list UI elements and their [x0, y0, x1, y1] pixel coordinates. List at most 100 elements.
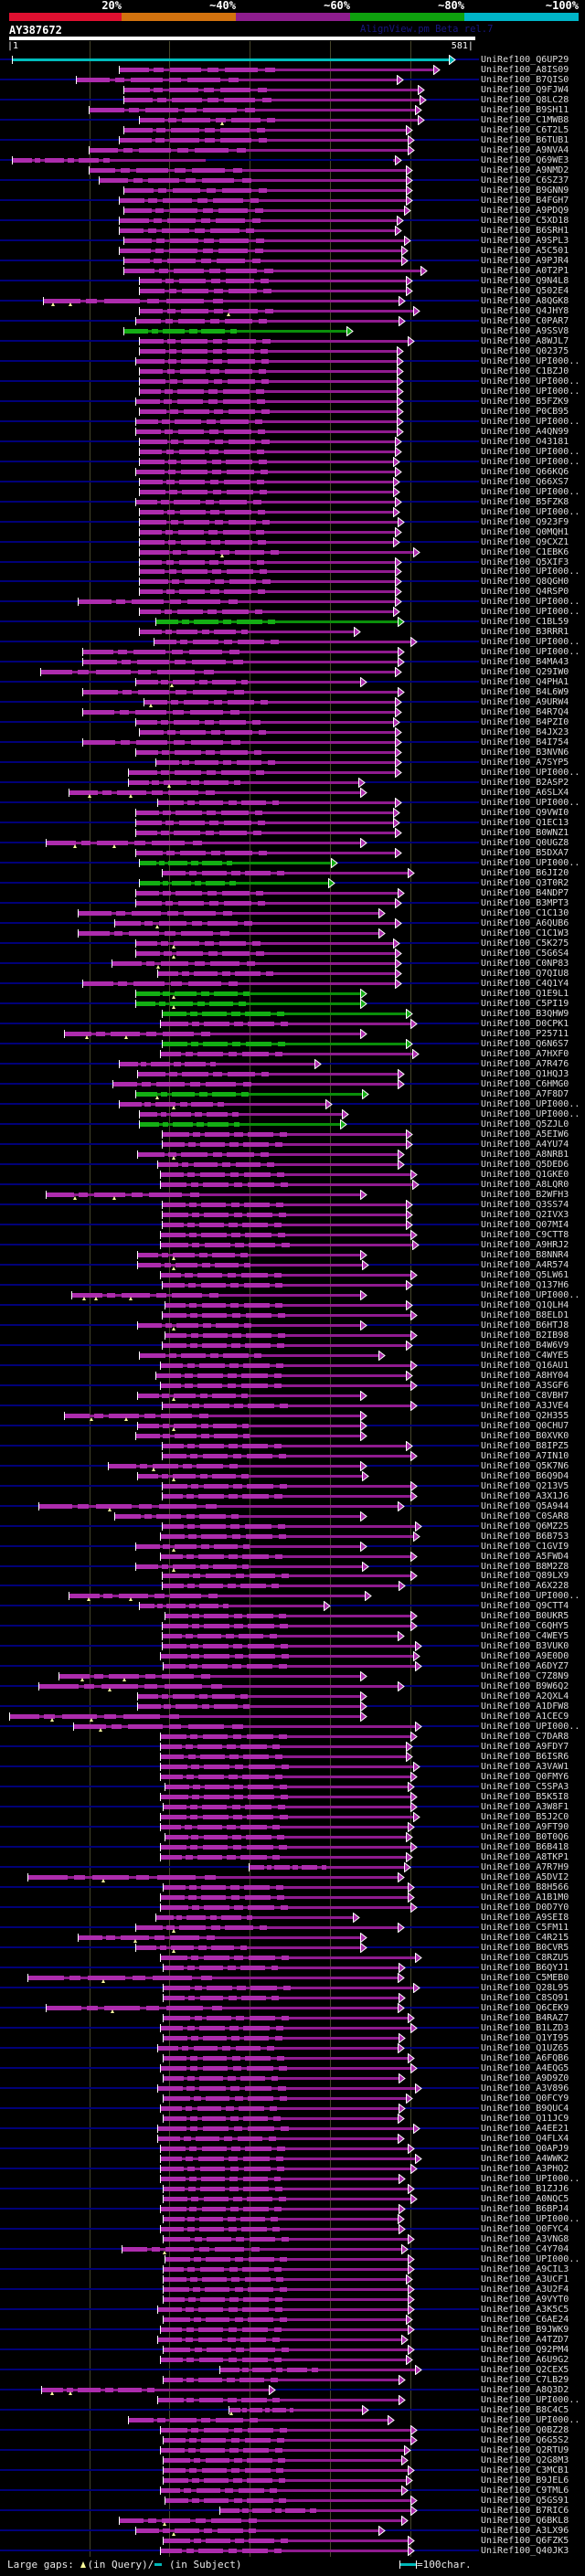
hit-label[interactable]: UniRef100_A3VAW1: [481, 1762, 569, 1773]
hit-label[interactable]: UniRef100_B4R7Q4: [481, 707, 569, 718]
hit-label[interactable]: UniRef100_Q137H6: [481, 1279, 569, 1290]
hit-label[interactable]: UniRef100_Q66XS7: [481, 476, 569, 487]
hit-label[interactable]: UniRef100_Q1UZ65: [481, 2043, 569, 2054]
hit-label[interactable]: UniRef100_C5PI19: [481, 999, 569, 1010]
hit-label[interactable]: UniRef100_A4R574: [481, 1259, 569, 1270]
hit-bar[interactable]: [139, 289, 407, 292]
hit-label[interactable]: UniRef100_B5K5I8: [481, 1792, 569, 1803]
hit-bar[interactable]: [163, 2187, 409, 2190]
hit-bar[interactable]: [163, 1665, 416, 1669]
hit-bar[interactable]: [137, 1253, 361, 1256]
hit-label[interactable]: UniRef100_C5MEB0: [481, 1973, 569, 1984]
hit-label[interactable]: UniRef100_B9QUC4: [481, 2103, 569, 2114]
hit-label[interactable]: UniRef100_D0CPK1: [481, 1019, 569, 1030]
hit-bar[interactable]: [121, 2247, 402, 2251]
hit-bar[interactable]: [157, 2307, 409, 2311]
hit-label[interactable]: UniRef100_A6SLX4: [481, 788, 569, 799]
hit-label[interactable]: UniRef100_Q29IW0: [481, 667, 569, 678]
hit-bar[interactable]: [11, 58, 449, 61]
hit-label[interactable]: UniRef100_B5J2C0: [481, 1812, 569, 1823]
hit-bar[interactable]: [139, 590, 396, 594]
hit-bar[interactable]: [139, 540, 394, 544]
hit-label[interactable]: UniRef100_A3LX96: [481, 2525, 569, 2536]
hit-bar[interactable]: [139, 560, 396, 564]
hit-label[interactable]: UniRef100_A8IS09: [481, 64, 569, 75]
hit-label[interactable]: UniRef100_UPI000..: [481, 456, 580, 467]
hit-label[interactable]: UniRef100_A1CEC9: [481, 1712, 569, 1723]
hit-label[interactable]: UniRef100_UPI000..: [481, 2253, 580, 2264]
hit-label[interactable]: UniRef100_A0T2P1: [481, 265, 569, 276]
hit-label[interactable]: UniRef100_A9NVA4: [481, 144, 569, 155]
hit-label[interactable]: UniRef100_A9PDQ9: [481, 205, 569, 216]
hit-label[interactable]: UniRef100_B3VUK0: [481, 1641, 569, 1652]
hit-bar[interactable]: [393, 158, 396, 162]
hit-bar[interactable]: [163, 1966, 399, 1970]
hit-label[interactable]: UniRef100_UPI000..: [481, 1289, 580, 1300]
hit-label[interactable]: UniRef100_Q9N4L8: [481, 275, 569, 286]
hit-label[interactable]: UniRef100_A4EE21: [481, 2123, 569, 2134]
hit-label[interactable]: UniRef100_A4YU74: [481, 1139, 569, 1150]
hit-label[interactable]: UniRef100_Q0UGZ8: [481, 838, 569, 849]
hit-bar[interactable]: [81, 651, 398, 654]
hit-bar[interactable]: [134, 811, 394, 815]
hit-label[interactable]: UniRef100_B3NVN6: [481, 747, 569, 758]
hit-label[interactable]: UniRef100_Q6FZK5: [481, 2535, 569, 2546]
hit-bar[interactable]: [88, 148, 409, 152]
hit-bar[interactable]: [139, 309, 414, 313]
hit-label[interactable]: UniRef100_B3RRR1: [481, 627, 569, 638]
hit-bar[interactable]: [134, 419, 397, 423]
hit-bar[interactable]: [123, 259, 402, 262]
hit-bar[interactable]: [139, 480, 394, 483]
hit-bar[interactable]: [157, 2047, 398, 2051]
hit-bar[interactable]: [144, 701, 396, 705]
hit-label[interactable]: UniRef100_B0T0Q6: [481, 1832, 569, 1843]
hit-bar[interactable]: [78, 1936, 361, 1940]
hit-label[interactable]: UniRef100_A6QUB6: [481, 918, 569, 929]
hit-label[interactable]: UniRef100_Q89LX9: [481, 1571, 569, 1582]
hit-label[interactable]: UniRef100_Q2H355: [481, 1410, 569, 1421]
hit-label[interactable]: UniRef100_Q6N6S7: [481, 1039, 569, 1050]
hit-bar[interactable]: [161, 1585, 399, 1588]
hit-label[interactable]: UniRef100_A5C501: [481, 245, 569, 256]
hit-label[interactable]: UniRef100_C4WEY5: [481, 1631, 569, 1642]
hit-label[interactable]: UniRef100_UPI000..: [481, 486, 580, 497]
hit-label[interactable]: UniRef100_UPI000..: [481, 2414, 580, 2425]
hit-bar[interactable]: [119, 198, 407, 202]
hit-label[interactable]: UniRef100_A3K5C5: [481, 2304, 569, 2315]
hit-bar[interactable]: [112, 1082, 398, 1086]
hit-label[interactable]: UniRef100_B5FZK8: [481, 496, 569, 507]
hit-label[interactable]: UniRef100_B8IPZ5: [481, 1440, 569, 1451]
hit-label[interactable]: UniRef100_UPI000..: [481, 768, 580, 779]
hit-label[interactable]: UniRef100_B6B418: [481, 1842, 569, 1853]
hit-label[interactable]: UniRef100_Q923F9: [481, 516, 569, 527]
hit-bar[interactable]: [134, 892, 398, 896]
hit-bar[interactable]: [27, 1977, 398, 1980]
hit-bar[interactable]: [119, 1063, 315, 1065]
hit-label[interactable]: UniRef100_UPI000..: [481, 2213, 580, 2224]
hit-bar[interactable]: [165, 2498, 410, 2502]
hit-label[interactable]: UniRef100_B0CVR5: [481, 1943, 569, 1954]
hit-label[interactable]: UniRef100_Q9CXZ1: [481, 536, 569, 547]
hit-bar[interactable]: [159, 1363, 410, 1367]
hit-label[interactable]: UniRef100_Q0FCY9: [481, 2093, 569, 2104]
hit-label[interactable]: UniRef100_B8ELD1: [481, 1309, 569, 1320]
hit-label[interactable]: UniRef100_UPI000..: [481, 386, 580, 397]
hit-bar[interactable]: [163, 2267, 409, 2271]
hit-label[interactable]: UniRef100_C9TML6: [481, 2485, 569, 2496]
hit-label[interactable]: UniRef100_B2WFH3: [481, 1189, 569, 1200]
hit-bar[interactable]: [165, 1333, 410, 1337]
hit-label[interactable]: UniRef100_A4WWK2: [481, 2153, 569, 2164]
hit-label[interactable]: UniRef100_B9JWK9: [481, 2324, 569, 2335]
hit-bar[interactable]: [159, 1826, 409, 1829]
hit-label[interactable]: UniRef100_A7R476: [481, 1059, 569, 1069]
hit-bar[interactable]: [46, 1193, 361, 1196]
hit-bar[interactable]: [134, 1002, 361, 1006]
hit-label[interactable]: UniRef100_P25711: [481, 1029, 569, 1040]
hit-bar[interactable]: [161, 1203, 407, 1206]
hit-label[interactable]: UniRef100_A8LQR0: [481, 1179, 569, 1190]
hit-label[interactable]: UniRef100_UPI000..: [481, 567, 580, 578]
hit-label[interactable]: UniRef100_B8M2Z8: [481, 1561, 569, 1572]
hit-bar[interactable]: [134, 1092, 363, 1096]
hit-bar[interactable]: [229, 2408, 363, 2412]
hit-label[interactable]: UniRef100_UPI000..: [481, 355, 580, 366]
